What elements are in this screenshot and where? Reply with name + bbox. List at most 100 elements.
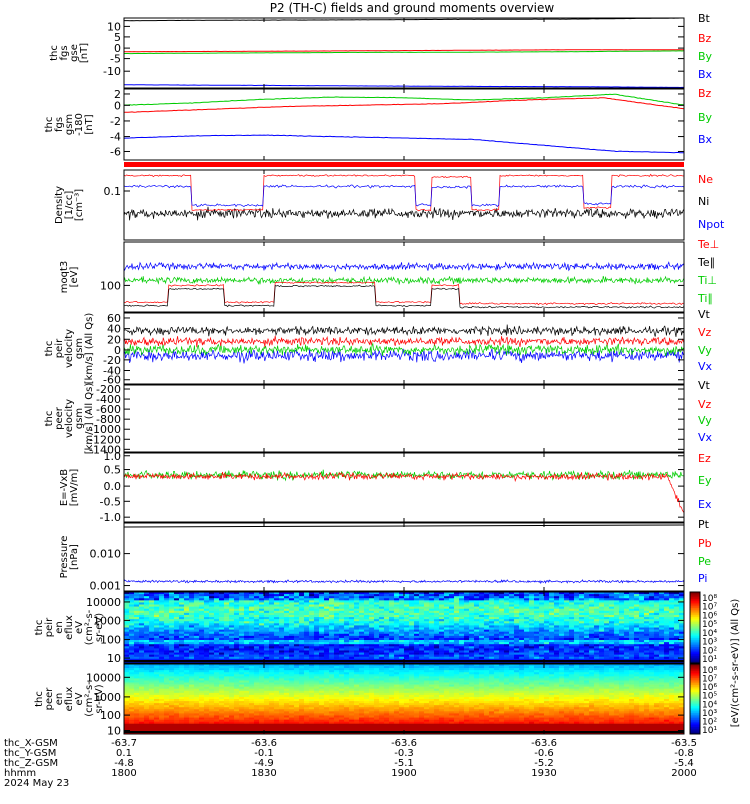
y-axis-label: [km/s] (All Qs) bbox=[84, 383, 95, 455]
legend-Pt: Pt bbox=[698, 518, 710, 531]
y-axis-label: [mV/m] bbox=[69, 469, 80, 507]
panel-9-traces bbox=[124, 592, 684, 663]
y-tick-label: -4 bbox=[110, 131, 121, 144]
series-Ez bbox=[124, 472, 684, 513]
legend-Vt: Vt bbox=[698, 379, 711, 392]
series-Bx bbox=[124, 135, 684, 153]
series-Ti-perp bbox=[124, 262, 684, 271]
y-tick-label: -2 bbox=[110, 115, 121, 128]
legend-Bx: Bx bbox=[698, 133, 713, 146]
series-Te-perp bbox=[124, 282, 684, 305]
series-Te-par bbox=[124, 285, 684, 308]
ephemeris-value: 1900 bbox=[391, 768, 416, 779]
panel-2-traces bbox=[124, 94, 684, 153]
y-tick-label: -10 bbox=[103, 65, 121, 78]
series-Bz bbox=[124, 98, 684, 113]
panel-10-traces bbox=[124, 664, 684, 734]
legend-Ex: Ex bbox=[698, 498, 712, 511]
legend-Vt: Vt bbox=[698, 308, 711, 321]
y-tick-label: 0.0 bbox=[104, 480, 122, 493]
y-axis-label: sr-eV) bbox=[94, 613, 105, 642]
y-tick-label: -0.5 bbox=[100, 495, 121, 508]
heatmap-cells bbox=[124, 592, 684, 663]
panel-2-frame bbox=[124, 89, 684, 160]
legend-Te⊥: Te⊥ bbox=[697, 238, 719, 251]
y-tick-label: 0 bbox=[114, 99, 121, 112]
colorbars: 10⁸10⁷10⁶10⁵10⁴10³10²10¹10⁸10⁷10⁶10⁵10⁴1… bbox=[690, 592, 741, 736]
y-axis-label: sr-eV) bbox=[94, 684, 105, 713]
legend-Bz: Bz bbox=[698, 32, 712, 45]
legend-By: By bbox=[698, 111, 713, 124]
panel-4-frame bbox=[124, 242, 684, 312]
legend-Vz: Vz bbox=[698, 326, 712, 339]
y-tick-label: -1.0 bbox=[100, 511, 121, 524]
y-tick-label: 1.0 bbox=[104, 450, 122, 463]
red-top-band bbox=[124, 162, 684, 167]
legend-Pi: Pi bbox=[698, 572, 707, 585]
legend-By: By bbox=[698, 50, 713, 63]
page-title: P2 (TH-C) fields and ground moments over… bbox=[270, 1, 555, 15]
legend-Ti⊥: Ti⊥ bbox=[697, 274, 717, 287]
panel-6-frame bbox=[124, 385, 684, 452]
y-tick-label: 0.5 bbox=[104, 464, 122, 477]
heatmap-cells bbox=[124, 664, 684, 734]
y-axis-label: [eV] bbox=[69, 267, 80, 288]
panel-7-frame bbox=[124, 453, 684, 522]
legend-Ez: Ez bbox=[698, 452, 711, 465]
ephemeris-date: 2024 May 23 bbox=[4, 778, 69, 789]
legend-Bt: Bt bbox=[698, 12, 711, 25]
panel-5-traces bbox=[124, 325, 684, 364]
legend-Ne: Ne bbox=[698, 173, 713, 186]
ephemeris-value: 2000 bbox=[671, 768, 696, 779]
series-Ti-par bbox=[124, 276, 684, 285]
series-Ni bbox=[124, 207, 684, 221]
panel-1-traces bbox=[124, 18, 684, 88]
panel-4-traces bbox=[124, 262, 684, 308]
legend-Pe: Pe bbox=[698, 555, 711, 568]
y-tick-label: 100 bbox=[100, 279, 121, 292]
y-tick-label: -6 bbox=[110, 145, 121, 158]
legend-Ey: Ey bbox=[698, 474, 712, 487]
series-Npot bbox=[124, 185, 684, 207]
panel-7-traces bbox=[124, 470, 684, 513]
y-axis-label: [cm⁻³] bbox=[74, 189, 85, 221]
y-tick-label: -5 bbox=[110, 53, 121, 66]
ephemeris-value: 1830 bbox=[251, 768, 276, 779]
legend-Pb: Pb bbox=[698, 537, 712, 550]
legend-Vx: Vx bbox=[698, 360, 713, 373]
series-Vz bbox=[124, 336, 684, 347]
y-tick-label: 0.001 bbox=[90, 580, 122, 593]
y-axis-label: [nPa] bbox=[69, 544, 80, 570]
y-tick-label: 10000 bbox=[86, 596, 121, 609]
legend-Npot: Npot bbox=[698, 218, 725, 231]
ephemeris-value: 1800 bbox=[111, 768, 136, 779]
legend-Vz: Vz bbox=[698, 398, 712, 411]
panel-8-traces bbox=[124, 525, 684, 583]
ephemeris-footer: thc_X-GSM-63.7-63.6-63.6-63.6-63.5thc_Y-… bbox=[4, 738, 697, 789]
colorbar-label: [eV/(cm²-s-sr-eV)] (All Qs) bbox=[730, 599, 741, 728]
panel-3-traces bbox=[124, 174, 684, 220]
legend-Bx: Bx bbox=[698, 68, 713, 81]
y-axis-label: [nT] bbox=[79, 43, 90, 63]
legend-Vx: Vx bbox=[698, 431, 713, 444]
legend-Bz: Bz bbox=[698, 87, 712, 100]
y-axis-label: [km/s] (All Qs) bbox=[84, 313, 95, 385]
colorbar-tick-label: 10¹ bbox=[702, 726, 717, 736]
legend-Vy: Vy bbox=[698, 414, 712, 427]
legend-Ni: Ni bbox=[698, 195, 709, 208]
y-tick-label: 0.010 bbox=[90, 548, 122, 561]
